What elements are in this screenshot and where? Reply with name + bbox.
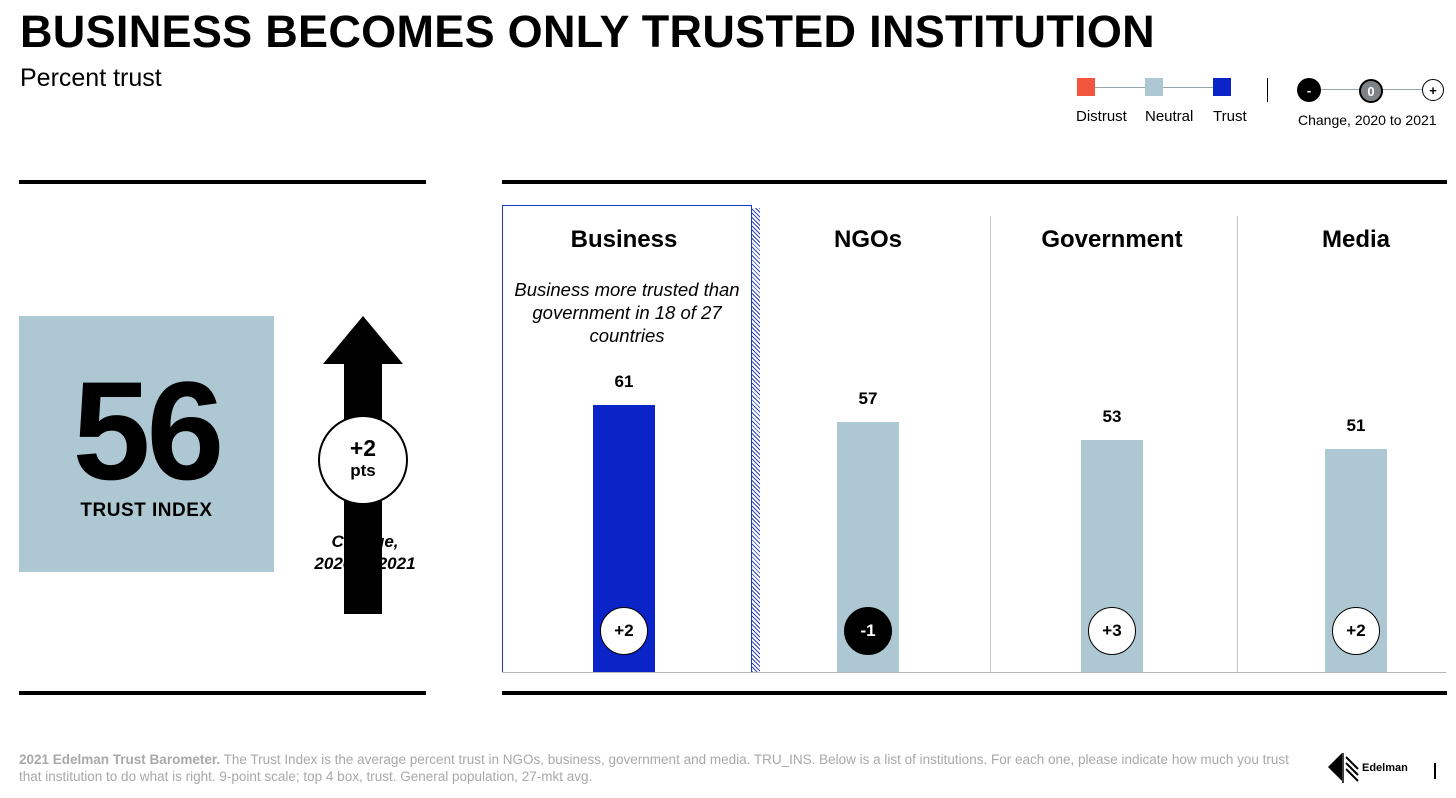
bar-value-label: 51 — [1346, 416, 1366, 435]
column-divider — [990, 216, 991, 673]
footnote-text: The Trust Index is the average percent t… — [19, 752, 1289, 784]
change-caption: Change, 2020 to 2021 — [300, 531, 430, 575]
right-bottom-rule — [502, 691, 1447, 695]
right-top-rule — [502, 180, 1447, 184]
change-badge-unit: pts — [350, 461, 376, 480]
bar-value-label: 57 — [858, 389, 878, 408]
logo-text: Edelman — [1362, 762, 1408, 774]
change-badge-value: +2 — [349, 435, 377, 461]
left-bottom-rule — [19, 691, 426, 695]
trust-index-tile: 56 TRUST INDEX — [19, 316, 274, 572]
change-legend-minus: - — [1297, 78, 1321, 102]
category-label: Government — [1041, 226, 1183, 253]
left-top-rule — [19, 180, 426, 184]
change-caption-line2: 2020 to 2021 — [314, 554, 416, 573]
chart-baseline — [502, 672, 1446, 673]
page-subtitle: Percent trust — [20, 64, 162, 92]
legend-swatch-distrust — [1077, 78, 1095, 96]
change-badge-ngos: -1 — [844, 607, 892, 655]
legend-label-distrust: Distrust — [1076, 108, 1127, 125]
trust-index-label: TRUST INDEX — [80, 500, 213, 521]
highlight-shadow — [752, 208, 760, 672]
column-divider — [1237, 216, 1238, 673]
category-label: NGOs — [833, 226, 902, 253]
edelman-logo-icon — [1328, 753, 1359, 783]
footnote: 2021 Edelman Trust Barometer. The Trust … — [19, 751, 1289, 785]
legend-label-trust: Trust — [1213, 108, 1247, 125]
change-caption-line1: Change, — [331, 532, 399, 551]
legend-label-neutral: Neutral — [1145, 108, 1194, 125]
trust-index-value: 56 — [72, 352, 225, 509]
change-legend-zero: 0 — [1359, 79, 1383, 103]
change-badge-government: +3 — [1088, 607, 1136, 655]
legend-swatch-neutral — [1145, 78, 1163, 96]
legend-separator — [1267, 78, 1268, 102]
footnote-lead: 2021 Edelman Trust Barometer. — [19, 752, 221, 767]
highlight-note: Business more trusted than government in… — [514, 279, 740, 346]
bar-value-label: 61 — [614, 372, 634, 391]
change-legend-label: Change, 2020 to 2021 — [1298, 112, 1437, 128]
page-title: BUSINESS BECOMES ONLY TRUSTED INSTITUTIO… — [20, 6, 1155, 57]
change-badge-business: +2 — [600, 607, 648, 655]
change-badge: +2 pts — [318, 415, 408, 505]
category-label: Media — [1321, 226, 1390, 253]
legend-swatch-trust — [1213, 78, 1231, 96]
bar-value-label: 53 — [1102, 407, 1122, 426]
change-legend-plus: + — [1422, 79, 1444, 101]
change-badge-media: +2 — [1332, 607, 1380, 655]
legend: Distrust Neutral Trust - 0 + Change, 202… — [1070, 76, 1450, 136]
logo-divider — [1434, 763, 1436, 779]
category-label: Business — [570, 226, 678, 253]
